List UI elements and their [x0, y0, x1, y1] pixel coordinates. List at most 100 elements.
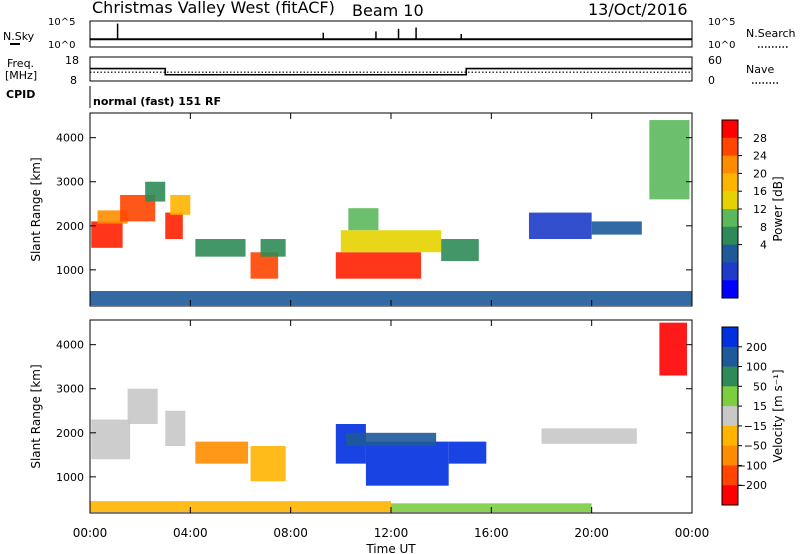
colorbar-segment [722, 280, 738, 299]
colorbar-tick-label: 20 [753, 167, 767, 180]
colorbar-tick-label: 28 [753, 132, 767, 145]
colorbar-tick-label: −15 [744, 420, 767, 433]
colorbar-segment [722, 386, 738, 407]
frequency-trace [90, 67, 692, 76]
x-tick-label: 12:00 [374, 526, 409, 540]
colorbar-tick-label: 24 [753, 150, 767, 163]
y-tick-label: 1000 [56, 471, 84, 484]
colorbar-segment [722, 485, 738, 506]
data-patch [448, 441, 487, 464]
freq-tick-high: 18 [65, 54, 79, 67]
data-patch [441, 239, 479, 262]
data-patch [195, 441, 249, 464]
colorbar-segment [722, 445, 738, 466]
colorbar-segment [722, 262, 738, 281]
data-patch [170, 194, 191, 215]
data-patch [335, 252, 422, 279]
range-time-panels: 1000 2000 3000 4000 Slant Range [km] 28 24 20 16… [29, 112, 785, 514]
freq-label: Freq. [7, 57, 34, 70]
cpid-label: CPID [6, 88, 35, 101]
colorbar-segment [722, 366, 738, 387]
data-patch [165, 212, 183, 240]
data-patch [90, 291, 692, 306]
data-patch [90, 501, 391, 513]
colorbar-tick-label: 12 [753, 203, 767, 216]
colorbar-segment [722, 406, 738, 427]
data-patch [165, 410, 186, 447]
date-title: 13/Oct/2016 [588, 0, 688, 19]
x-tick-label: 20:00 [574, 526, 609, 540]
data-patch [340, 230, 442, 253]
colorbar-segment [722, 173, 738, 192]
colorbar-segment [722, 346, 738, 368]
data-patch [365, 441, 449, 486]
colorbar-segment [722, 425, 738, 447]
data-patch [528, 212, 592, 240]
y-tick-label: 2000 [56, 220, 84, 233]
data-patch [591, 221, 642, 235]
x-tick-label: 16:00 [474, 526, 509, 540]
nave-tick-low: 0 [708, 74, 715, 87]
data-patch [345, 432, 437, 447]
colorbar-segment [722, 155, 738, 174]
x-axis-label: Time UT [365, 542, 416, 554]
data-patch [91, 419, 131, 460]
x-tick-label: 00:00 [675, 526, 710, 540]
noise-tick-high-left: 10^5 [48, 17, 75, 28]
x-tick-label: 00:00 [73, 526, 108, 540]
noise-tick-low-right: 10^0 [708, 40, 735, 51]
data-patch [127, 388, 158, 424]
colorbar-segment [722, 465, 738, 486]
colorbar-tick-label: 50 [753, 380, 767, 393]
colorbar-segment [722, 191, 738, 210]
velocity-y-axis-label: Slant Range [km] [29, 364, 43, 468]
cpid-text: normal (fast) 151 RF [93, 95, 221, 108]
power-data [90, 120, 692, 306]
velocity-colorbar-frame [721, 326, 739, 506]
y-tick-label: 4000 [56, 339, 84, 352]
velocity-colorbar-label: Velocity [m s⁻¹] [771, 369, 785, 462]
colorbar-segment [722, 137, 738, 157]
colorbar-tick-label: −200 [737, 479, 767, 492]
power-panel: 1000 2000 3000 4000 Slant Range [km] 28 24 20 16… [29, 112, 785, 307]
data-patch [348, 208, 379, 231]
velocity-data [90, 322, 687, 513]
frequency-panel: Freq. [MHz] 18 8 60 0 Nave [5, 54, 780, 87]
colorbar-segment [722, 120, 738, 139]
colorbar-tick-label: −100 [737, 459, 767, 472]
velocity-panel: 1000 2000 3000 4000 Slant Range [km] 200 100 50… [29, 319, 785, 514]
data-patch [91, 221, 123, 248]
y-tick-label: 1000 [56, 264, 84, 277]
colorbar-tick-label: −50 [744, 440, 767, 453]
colorbar-segment [722, 327, 738, 348]
y-tick-label: 3000 [56, 383, 84, 396]
noise-panel: N.Sky 10^5 10^0 10^5 10^0 N.Search [3, 17, 796, 51]
colorbar-tick-label: 15 [753, 400, 767, 413]
nsky-label: N.Sky [3, 30, 35, 43]
data-patch [649, 120, 690, 200]
x-tick-label: 08:00 [273, 526, 308, 540]
freq-tick-low: 8 [70, 74, 77, 87]
x-tick-label: 04:00 [173, 526, 208, 540]
colorbar-tick-label: 8 [760, 221, 767, 234]
noise-tick-high-right: 10^5 [708, 17, 735, 28]
y-tick-label: 2000 [56, 427, 84, 440]
nsearch-label: N.Search [746, 27, 796, 40]
colorbar-segment [722, 226, 738, 246]
data-patch [250, 446, 286, 482]
colorbar-segment [722, 244, 738, 263]
beam-title: Beam 10 [352, 1, 424, 20]
power-colorbar-label: Power [dB] [771, 176, 785, 241]
colorbar-tick-label: 100 [746, 361, 767, 374]
data-patch [195, 239, 246, 257]
y-tick-label: 3000 [56, 176, 84, 189]
nave-tick-high: 60 [708, 54, 722, 67]
data-patch [541, 428, 637, 444]
station-title: Christmas Valley West (fitACF) [92, 0, 335, 17]
y-tick-label: 4000 [56, 132, 84, 145]
nave-label: Nave [746, 63, 774, 76]
frequency-line [90, 67, 692, 76]
power-y-axis-label: Slant Range [km] [29, 157, 43, 261]
colorbar-tick-label: 4 [760, 239, 767, 252]
